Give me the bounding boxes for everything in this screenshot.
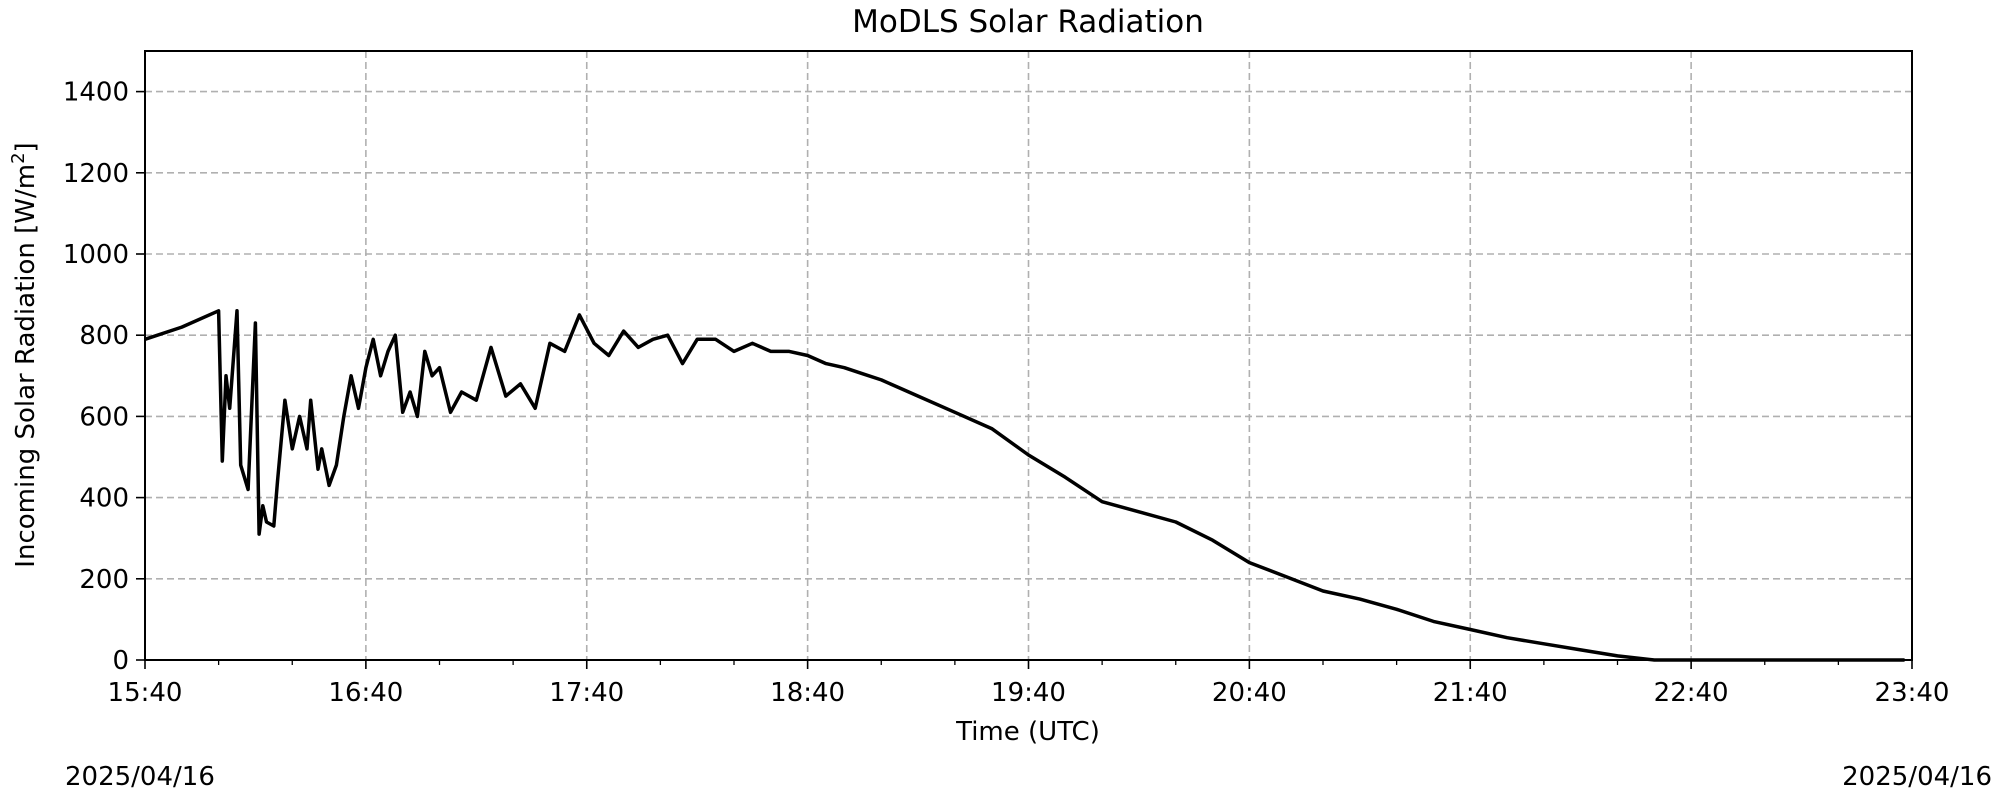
y-axis-label: Incoming Solar Radiation [W/m2] [8,142,41,567]
y-tick-label: 1200 [63,159,129,189]
x-tick-label: 20:40 [1212,678,1287,708]
y-tick-label: 0 [112,646,129,676]
y-axis-label-close: ] [11,142,41,152]
chart-title: MoDLS Solar Radiation [852,4,1204,40]
x-tick-label: 18:40 [770,678,845,708]
x-tick-label: 15:40 [108,678,183,708]
y-tick-label: 200 [79,565,129,595]
x-tick-label: 17:40 [549,678,624,708]
grid-lines [145,51,1912,660]
plot-frame [144,50,1913,661]
y-tick-label: 400 [79,484,129,514]
y-tick-label: 1000 [63,240,129,270]
x-tick-label: 22:40 [1654,678,1729,708]
y-axis: 0 200 400 600 800 1000 1200 1400 [63,78,145,676]
series-line-solar-radiation [144,309,1905,662]
y-tick-label: 600 [79,402,129,432]
date-label-left: 2025/04/16 [65,762,215,792]
x-tick-label: 21:40 [1433,678,1508,708]
date-label-right: 2025/04/16 [1842,762,1992,792]
y-tick-label: 1400 [63,78,129,108]
x-tick-label: 19:40 [991,678,1066,708]
y-axis-label-main: Incoming Solar Radiation [W/m [11,164,41,568]
x-axis: 15:40 16:40 17:40 18:40 19:40 20:40 21:40 22:40… [108,660,1950,708]
x-axis-label: Time (UTC) [955,717,1100,747]
y-axis-label-sup: 2 [8,152,29,163]
y-tick-label: 800 [79,321,129,351]
x-tick-label: 16:40 [328,678,403,708]
series-group [144,309,1905,662]
x-tick-label: 23:40 [1875,678,1950,708]
